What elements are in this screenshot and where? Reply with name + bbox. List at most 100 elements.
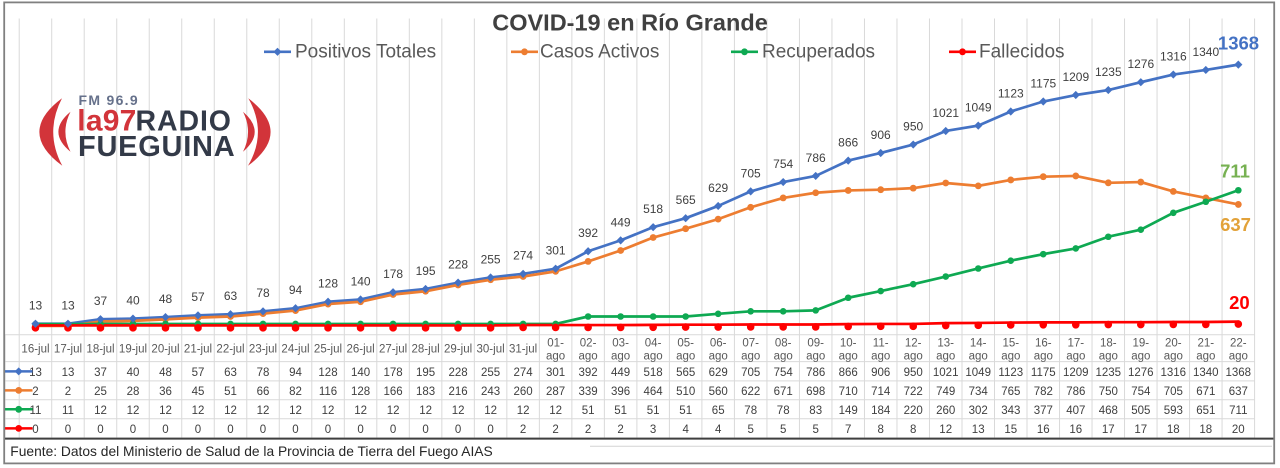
- svg-text:51: 51: [614, 405, 627, 417]
- svg-text:12: 12: [159, 405, 172, 417]
- svg-text:83: 83: [809, 405, 822, 417]
- svg-text:2: 2: [617, 424, 623, 436]
- svg-text:0: 0: [260, 424, 266, 436]
- svg-text:1368: 1368: [1226, 367, 1252, 379]
- svg-text:565: 565: [676, 193, 696, 207]
- svg-text:274: 274: [513, 249, 533, 263]
- svg-text:Recuperados: Recuperados: [762, 41, 875, 62]
- svg-text:51: 51: [582, 405, 595, 417]
- svg-text:0: 0: [325, 424, 331, 436]
- svg-text:22-jul: 22-jul: [216, 343, 244, 355]
- svg-text:0: 0: [162, 424, 168, 436]
- svg-text:17-: 17-: [1067, 338, 1084, 350]
- svg-text:505: 505: [1131, 405, 1150, 417]
- svg-text:734: 734: [969, 386, 989, 398]
- svg-text:711: 711: [1229, 405, 1247, 417]
- svg-text:622: 622: [741, 386, 760, 398]
- svg-text:183: 183: [416, 386, 435, 398]
- svg-text:78: 78: [256, 286, 270, 300]
- svg-text:629: 629: [708, 181, 728, 195]
- svg-text:5: 5: [747, 424, 753, 436]
- svg-text:20-jul: 20-jul: [151, 343, 179, 355]
- svg-text:1340: 1340: [1193, 367, 1219, 379]
- svg-text:78: 78: [777, 405, 790, 417]
- svg-text:750: 750: [1099, 386, 1118, 398]
- svg-text:ago: ago: [709, 351, 728, 363]
- svg-text:2: 2: [520, 424, 526, 436]
- svg-text:1316: 1316: [1161, 367, 1187, 379]
- svg-text:ago: ago: [936, 351, 955, 363]
- svg-text:2: 2: [32, 386, 38, 398]
- svg-text:710: 710: [839, 386, 858, 398]
- svg-text:19-jul: 19-jul: [119, 343, 147, 355]
- svg-text:560: 560: [709, 386, 728, 398]
- svg-text:48: 48: [159, 292, 173, 306]
- svg-text:ago: ago: [839, 351, 858, 363]
- svg-text:26-jul: 26-jul: [347, 343, 375, 355]
- svg-text:12: 12: [419, 405, 432, 417]
- svg-text:ago: ago: [644, 351, 663, 363]
- svg-text:0: 0: [65, 424, 71, 436]
- svg-text:1276: 1276: [1128, 367, 1154, 379]
- svg-text:786: 786: [806, 151, 826, 165]
- svg-text:1021: 1021: [933, 367, 959, 379]
- svg-text:15: 15: [1004, 424, 1017, 436]
- svg-text:637: 637: [1220, 214, 1251, 235]
- svg-text:0: 0: [487, 424, 493, 436]
- svg-text:78: 78: [744, 405, 757, 417]
- svg-text:13: 13: [61, 299, 75, 313]
- svg-text:228: 228: [449, 367, 468, 379]
- svg-text:31-jul: 31-jul: [509, 343, 537, 355]
- svg-text:2: 2: [585, 424, 591, 436]
- svg-text:671: 671: [774, 386, 793, 398]
- svg-text:220: 220: [904, 405, 923, 417]
- svg-text:Positivos Totales: Positivos Totales: [295, 41, 436, 62]
- svg-text:20-: 20-: [1165, 338, 1182, 350]
- svg-text:301: 301: [546, 367, 565, 379]
- svg-text:339: 339: [579, 386, 598, 398]
- svg-text:ago: ago: [1099, 351, 1118, 363]
- svg-text:4: 4: [682, 424, 689, 436]
- svg-text:0: 0: [357, 424, 363, 436]
- svg-text:18: 18: [1167, 424, 1180, 436]
- svg-text:57: 57: [192, 367, 205, 379]
- svg-text:786: 786: [1066, 386, 1085, 398]
- svg-text:392: 392: [578, 226, 598, 240]
- svg-text:14-: 14-: [970, 338, 987, 350]
- svg-text:0: 0: [130, 424, 136, 436]
- svg-text:184: 184: [871, 405, 891, 417]
- svg-text:13: 13: [29, 367, 42, 379]
- svg-text:518: 518: [644, 367, 663, 379]
- svg-text:0: 0: [195, 424, 201, 436]
- svg-text:37: 37: [94, 367, 107, 379]
- svg-text:36: 36: [159, 386, 172, 398]
- svg-text:754: 754: [774, 367, 794, 379]
- svg-text:216: 216: [449, 386, 468, 398]
- svg-text:195: 195: [416, 264, 436, 278]
- svg-text:786: 786: [806, 367, 825, 379]
- svg-text:1340: 1340: [1192, 45, 1219, 59]
- svg-text:13: 13: [972, 424, 985, 436]
- svg-text:01-: 01-: [547, 338, 564, 350]
- svg-text:ago: ago: [969, 351, 988, 363]
- svg-text:343: 343: [1001, 405, 1020, 417]
- svg-text:65: 65: [712, 405, 725, 417]
- svg-text:260: 260: [514, 386, 533, 398]
- svg-text:Fallecidos: Fallecidos: [979, 41, 1065, 62]
- svg-text:195: 195: [416, 367, 435, 379]
- svg-text:30-jul: 30-jul: [477, 343, 505, 355]
- svg-text:17-jul: 17-jul: [54, 343, 82, 355]
- svg-text:1049: 1049: [965, 101, 992, 115]
- svg-text:18-: 18-: [1100, 338, 1117, 350]
- svg-text:449: 449: [611, 367, 630, 379]
- svg-text:23-jul: 23-jul: [249, 343, 277, 355]
- svg-text:48: 48: [159, 367, 172, 379]
- svg-text:ago: ago: [546, 351, 565, 363]
- svg-text:13: 13: [29, 299, 43, 313]
- svg-text:8: 8: [877, 424, 883, 436]
- svg-text:782: 782: [1034, 386, 1053, 398]
- svg-text:94: 94: [289, 283, 303, 297]
- svg-text:116: 116: [319, 386, 337, 398]
- svg-text:29-jul: 29-jul: [444, 343, 472, 355]
- svg-text:17: 17: [1102, 424, 1115, 436]
